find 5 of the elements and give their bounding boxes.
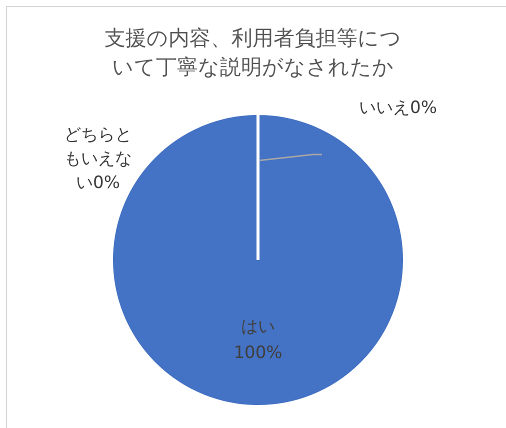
category-label: どちらともいえない0% <box>64 124 132 193</box>
chart-title: 支援の内容、利用者負担等について丁寧な説明がなされたか <box>104 25 402 81</box>
data-label: 100% <box>234 342 282 363</box>
category-label: いいえ0% <box>359 98 437 118</box>
slice-label: はい <box>241 316 275 337</box>
